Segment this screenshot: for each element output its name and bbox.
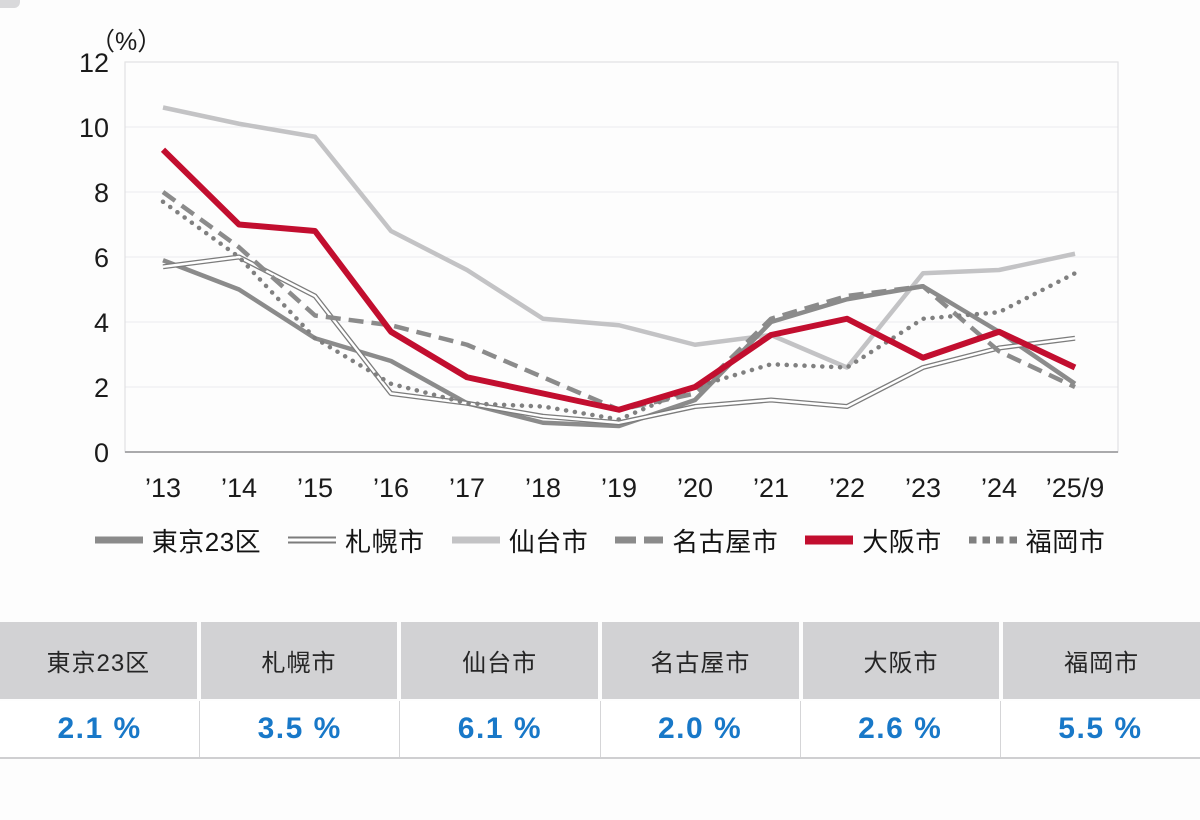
x-tick-label-12: ’25/9	[1046, 473, 1105, 503]
x-tick-label-5: ’18	[525, 473, 561, 503]
legend-swatch-tokyo-23-wards-icon	[94, 536, 143, 544]
legend-swatch-sendai-icon	[451, 536, 500, 544]
legend-swatch-nagoya-icon	[615, 536, 664, 544]
legend-label-sendai: 仙台市	[508, 526, 589, 557]
x-tick-label-4: ’17	[449, 473, 485, 503]
y-tick-label-8: 8	[94, 178, 109, 208]
legend-item-osaka: 大阪市	[805, 522, 942, 559]
legend-label-nagoya: 名古屋市	[672, 526, 779, 557]
legend-item-tokyo-23-wards: 東京23区	[94, 522, 262, 559]
table-value-cell-1: 3.5 %	[200, 701, 400, 757]
y-tick-label-2: 2	[94, 373, 109, 403]
table-value-cell-5: 5.5 %	[1000, 701, 1200, 757]
legend-label-fukuoka: 福岡市	[1025, 526, 1106, 557]
table-header-cell-4: 大阪市	[802, 622, 1000, 699]
x-tick-label-0: ’13	[145, 473, 181, 503]
x-tick-label-6: ’19	[601, 473, 637, 503]
x-tick-label-8: ’21	[753, 473, 789, 503]
summary-table-header-row: 東京23区 札幌市 仙台市 名古屋市 大阪市 福岡市	[0, 622, 1200, 699]
legend-label-tokyo-23-wards: 東京23区	[151, 526, 262, 557]
table-value-cell-4: 2.6 %	[800, 701, 1000, 757]
x-tick-label-10: ’23	[905, 473, 941, 503]
x-tick-label-9: ’22	[829, 473, 865, 503]
series-line-sapporo-inner	[162, 255, 1076, 424]
legend-item-fukuoka: 福岡市	[968, 522, 1106, 559]
x-tick-label-2: ’15	[297, 473, 333, 503]
series-line-osaka	[160, 147, 1077, 413]
x-tick-label-11: ’24	[981, 473, 1017, 503]
y-tick-label-0: 0	[94, 438, 109, 468]
table-value-cell-2: 6.1 %	[400, 701, 600, 757]
legend-label-osaka: 大阪市	[862, 526, 942, 557]
legend-label-sapporo: 札幌市	[345, 526, 425, 557]
summary-table-value-row: 2.1 % 3.5 % 6.1 % 2.0 % 2.6 % 5.5 %	[0, 701, 1200, 759]
series-line-nagoya	[161, 190, 1076, 412]
y-tick-label-4: 4	[94, 308, 109, 338]
chart-canvas: 0 2 4 6 8 10 12（%） ’13 ’14 ’15 ’16 ’17 ’18 ’19 ’20 ’21 ’…	[79, 28, 1119, 503]
series-line-sendai	[162, 105, 1076, 370]
y-axis-unit-label: （%）	[90, 28, 162, 56]
table-header-cell-5: 福岡市	[1003, 622, 1200, 699]
vacancy-rate-line-chart: 0 2 4 6 8 10 12 （%） ’13 ’14 ’15 ’16 ’17 ’18 ’19 ’20 ’21 ’…	[79, 28, 1119, 503]
chart-legend: 東京23区 札幌市 仙台市 名古屋市 大阪市 福岡市	[0, 519, 1200, 561]
table-header-cell-1: 札幌市	[200, 622, 398, 699]
legend-swatch-osaka-icon	[805, 535, 854, 545]
legend-item-sendai: 仙台市	[451, 522, 589, 559]
y-tick-label-10: 10	[79, 113, 109, 143]
x-tick-label-7: ’20	[677, 473, 713, 503]
x-tick-label-3: ’16	[373, 473, 409, 503]
table-value-cell-0: 2.1 %	[0, 701, 200, 757]
summary-table: 東京23区 札幌市 仙台市 名古屋市 大阪市 福岡市 2.1 % 3.5 % 6.1 % 2.0…	[0, 622, 1200, 759]
legend-swatch-sapporo-icon	[288, 536, 337, 544]
table-header-cell-2: 仙台市	[401, 622, 598, 699]
table-header-cell-0: 東京23区	[0, 622, 197, 699]
table-value-cell-3: 2.0 %	[600, 701, 800, 757]
corner-artifact	[0, 0, 20, 8]
series-line-tokyo-23-wards	[162, 258, 1077, 429]
y-tick-label-6: 6	[94, 243, 109, 273]
x-tick-label-1: ’14	[221, 473, 257, 503]
series-line-fukuoka	[160, 199, 1078, 422]
y-tick-label-12: 12	[79, 48, 109, 78]
table-header-cell-3: 名古屋市	[602, 622, 799, 699]
legend-item-sapporo: 札幌市	[288, 522, 425, 559]
legend-swatch-fukuoka-icon	[968, 536, 1017, 544]
series-line-sapporo	[162, 254, 1076, 426]
legend-item-nagoya: 名古屋市	[615, 522, 778, 559]
